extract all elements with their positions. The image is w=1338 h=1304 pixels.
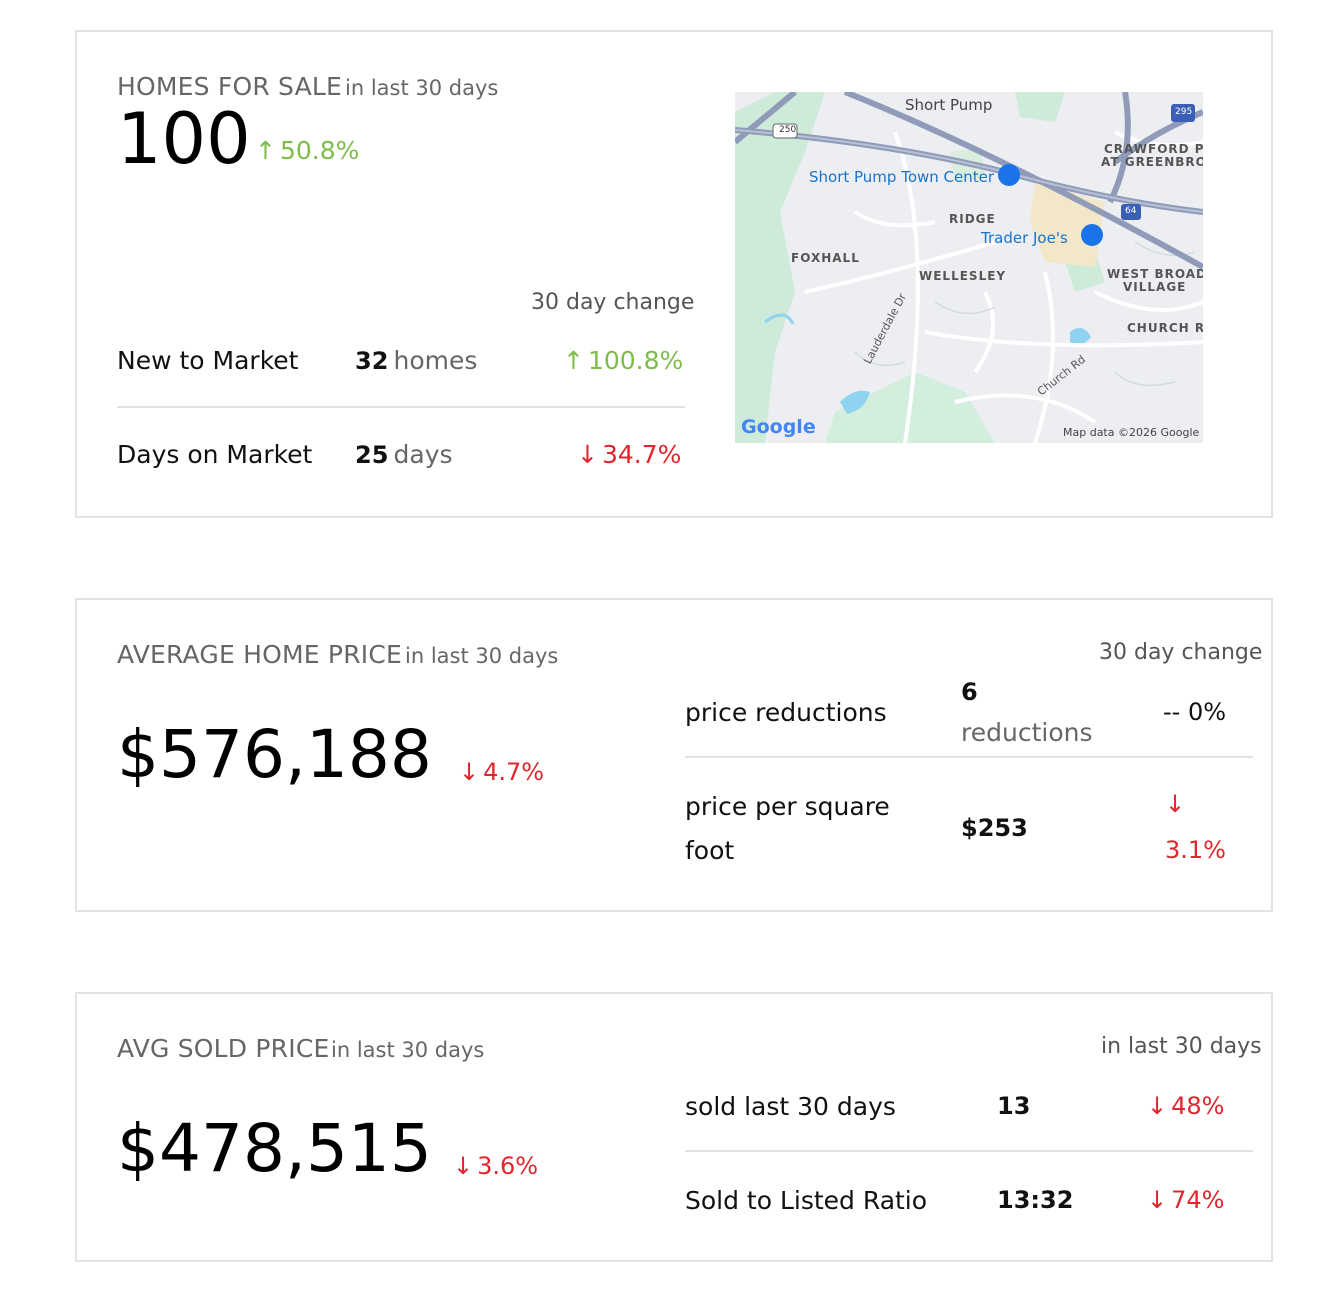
price-reductions-label: price reductions xyxy=(685,698,887,727)
new-to-market-value: 32 homes xyxy=(355,346,478,375)
map-graphic xyxy=(735,92,1203,443)
new-to-market-change: ↑ 100.8% xyxy=(563,346,684,375)
google-logo[interactable]: Google xyxy=(741,416,816,438)
divider xyxy=(685,1150,1253,1152)
map-label-trader-joes[interactable]: Trader Joe's xyxy=(981,229,1068,247)
map-label-short-pump: Short Pump xyxy=(905,96,993,114)
avg-sold-price-card: AVG SOLD PRICE in last 30 days $478,515 … xyxy=(75,992,1273,1262)
avg-home-price-title: AVERAGE HOME PRICE xyxy=(117,640,402,669)
price-per-sqft-label-line1: price per square xyxy=(685,792,890,821)
arrow-down-icon: ↓ xyxy=(1147,1092,1168,1120)
avg-sold-price-value: $478,515 xyxy=(117,1110,432,1187)
change-header: 30 day change xyxy=(531,290,695,315)
days-on-market-label: Days on Market xyxy=(117,440,313,469)
divider xyxy=(117,406,685,408)
change-header: 30 day change xyxy=(1099,640,1263,665)
sold-to-listed-change: ↓ 74% xyxy=(1147,1186,1225,1214)
sold-last-30-label: sold last 30 days xyxy=(685,1092,896,1121)
avg-home-price-subtitle: in last 30 days xyxy=(405,644,559,668)
price-reductions-value: 6 xyxy=(961,678,978,706)
sold-last-30-change: ↓ 48% xyxy=(1147,1092,1225,1120)
arrow-down-icon: ↓ xyxy=(453,1152,474,1180)
sold-to-listed-label: Sold to Listed Ratio xyxy=(685,1186,928,1215)
avg-home-price-value: $576,188 xyxy=(117,716,432,793)
homes-for-sale-title: HOMES FOR SALE xyxy=(117,72,342,101)
sold-last-30-value: 13 xyxy=(997,1092,1031,1120)
sold-to-listed-value: 13:32 xyxy=(997,1186,1074,1214)
map-label-ridge: RIDGE xyxy=(949,212,996,226)
map-label-foxhall: FOXHALL xyxy=(791,251,860,265)
price-per-sqft-value: $253 xyxy=(961,814,1028,842)
homes-for-sale-subtitle: in last 30 days xyxy=(345,76,499,100)
arrow-up-icon: ↑ xyxy=(563,346,584,375)
area-map[interactable]: 250 295 64 Short Pump Short Pump Town Ce… xyxy=(735,92,1203,443)
homes-count: 100 xyxy=(117,98,251,180)
arrow-down-icon: ↓ xyxy=(577,440,598,469)
arrow-down-icon: ↓ xyxy=(459,758,480,786)
arrow-down-icon: ↓ xyxy=(1147,1186,1168,1214)
arrow-up-icon: ↑ xyxy=(255,136,276,165)
new-to-market-label: New to Market xyxy=(117,346,299,375)
map-label-church-ri: CHURCH RI xyxy=(1127,321,1203,335)
price-reductions-change: -- 0% xyxy=(1163,698,1227,726)
route-64-shield: 64 xyxy=(1125,206,1137,216)
days-on-market-change: ↓ 34.7% xyxy=(577,440,682,469)
price-per-sqft-label-line2: foot xyxy=(685,836,735,865)
avg-sold-price-change: ↓ 3.6% xyxy=(453,1152,539,1180)
map-label-crawford-1: CRAWFORD PA xyxy=(1104,142,1203,156)
avg-home-price-change: ↓ 4.7% xyxy=(459,758,545,786)
right-header: in last 30 days xyxy=(1101,1034,1262,1059)
days-on-market-value: 25 days xyxy=(355,440,453,469)
homes-for-sale-card: HOMES FOR SALE in last 30 days 100 ↑ 50.8… xyxy=(75,30,1273,518)
divider xyxy=(685,756,1253,758)
route-295-shield: 295 xyxy=(1175,107,1193,117)
arrow-down-icon: ↓ xyxy=(1165,790,1186,818)
map-label-west-broad-2: VILLAGE xyxy=(1123,280,1187,294)
avg-sold-price-title: AVG SOLD PRICE xyxy=(117,1034,330,1063)
map-label-town-center[interactable]: Short Pump Town Center xyxy=(809,168,995,186)
route-250-shield: 250 xyxy=(779,125,797,135)
avg-sold-price-subtitle: in last 30 days xyxy=(331,1038,485,1062)
map-label-crawford-2: AT GREENBRO xyxy=(1101,155,1203,169)
price-reductions-unit: reductions xyxy=(961,718,1093,747)
price-per-sqft-change: 3.1% xyxy=(1165,836,1226,864)
map-attribution[interactable]: Map data ©2026 Google xyxy=(1063,426,1200,439)
map-label-wellesley: WELLESLEY xyxy=(919,269,1007,283)
average-home-price-card: AVERAGE HOME PRICE in last 30 days $576,… xyxy=(75,598,1273,912)
homes-count-change: ↑ 50.8% xyxy=(255,136,360,165)
map-label-west-broad-1: WEST BROAD xyxy=(1107,267,1203,281)
